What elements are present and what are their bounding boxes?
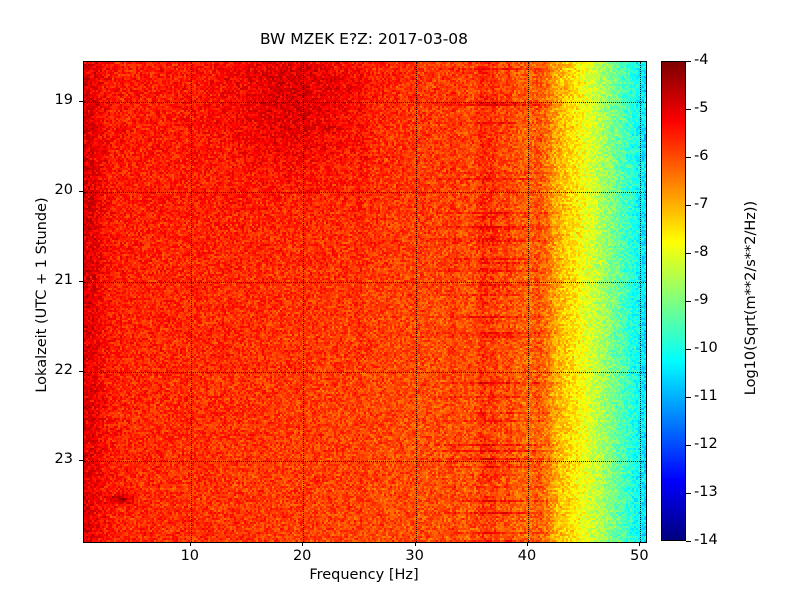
colorbar-tick-mark--8 <box>686 253 691 254</box>
x-tick-label-10: 10 <box>180 548 200 564</box>
y-tick-mark-23 <box>79 460 83 462</box>
x-tick-mark-50 <box>639 542 641 546</box>
gridline-horizontal-19 <box>84 102 646 104</box>
colorbar-tick-mark--10 <box>686 349 691 350</box>
colorbar-tick-label--10: -10 <box>694 340 718 356</box>
gridline-horizontal-21 <box>84 281 646 283</box>
gridline-vertical-30 <box>415 62 417 542</box>
y-tick-mark-22 <box>79 370 83 372</box>
gridline-horizontal-22 <box>84 371 646 373</box>
colorbar-tick-mark--14 <box>686 541 691 542</box>
gridline-horizontal-23 <box>84 461 646 463</box>
colorbar-tick-mark--7 <box>686 205 691 206</box>
y-tick-mark-21 <box>79 280 83 282</box>
x-tick-mark-20 <box>302 542 304 546</box>
colorbar-tick-mark--5 <box>686 109 691 110</box>
colorbar-tick-label--6: -6 <box>694 148 709 164</box>
colorbar-tick-mark--11 <box>686 397 691 398</box>
colorbar-tick-mark--6 <box>686 157 691 158</box>
colorbar-tick-label--11: -11 <box>694 388 718 404</box>
x-tick-label-20: 20 <box>292 548 312 564</box>
y-axis-label: Lokalzeit (UTC + 1 Stunde) <box>34 197 50 393</box>
colorbar-tick-mark--4 <box>686 61 691 62</box>
colorbar-tick-mark--12 <box>686 445 691 446</box>
x-tick-label-40: 40 <box>517 548 537 564</box>
x-tick-label-50: 50 <box>630 548 649 564</box>
x-tick-mark-10 <box>189 542 191 546</box>
colorbar-tick-label--7: -7 <box>694 196 709 212</box>
x-tick-mark-30 <box>414 542 416 546</box>
colorbar-tick-label--8: -8 <box>694 244 709 260</box>
y-tick-label-19: 19 <box>54 92 73 109</box>
colorbar-gradient <box>661 61 686 541</box>
gridline-vertical-40 <box>528 62 529 542</box>
spectrogram-plot-area[interactable] <box>83 61 647 543</box>
colorbar-tick-label--4: -4 <box>694 52 709 68</box>
page-title: BW MZEK E?Z: 2017-03-08 <box>259 30 469 48</box>
gridline-vertical-20 <box>303 62 305 542</box>
x-axis-label: Frequency [Hz] <box>309 567 419 583</box>
gridline-vertical-10 <box>190 62 192 542</box>
colorbar-tick-label--5: -5 <box>694 100 709 116</box>
y-tick-label-22: 22 <box>54 361 73 378</box>
colorbar-tick-label--14: -14 <box>694 532 718 548</box>
colorbar-tick-mark--9 <box>686 301 691 302</box>
colorbar-tick-mark--13 <box>686 493 691 494</box>
gridline-vertical-50 <box>640 62 642 542</box>
y-tick-label-21: 21 <box>54 271 73 288</box>
y-tick-label-23: 23 <box>54 451 73 468</box>
x-tick-label-30: 30 <box>405 548 424 564</box>
x-tick-mark-40 <box>527 542 528 546</box>
colorbar-tick-label--9: -9 <box>694 292 709 308</box>
colorbar-tick-label--12: -12 <box>694 436 718 452</box>
spectrogram-image <box>84 62 646 542</box>
y-tick-mark-20 <box>79 191 83 193</box>
colorbar-tick-label--13: -13 <box>694 484 718 500</box>
y-tick-label-20: 20 <box>54 182 73 199</box>
gridline-horizontal-20 <box>84 192 646 194</box>
colorbar[interactable] <box>661 61 686 541</box>
y-tick-mark-19 <box>79 101 83 103</box>
colorbar-label: Log10(Sqrt(m**2/s**2/Hz)) <box>743 200 759 396</box>
